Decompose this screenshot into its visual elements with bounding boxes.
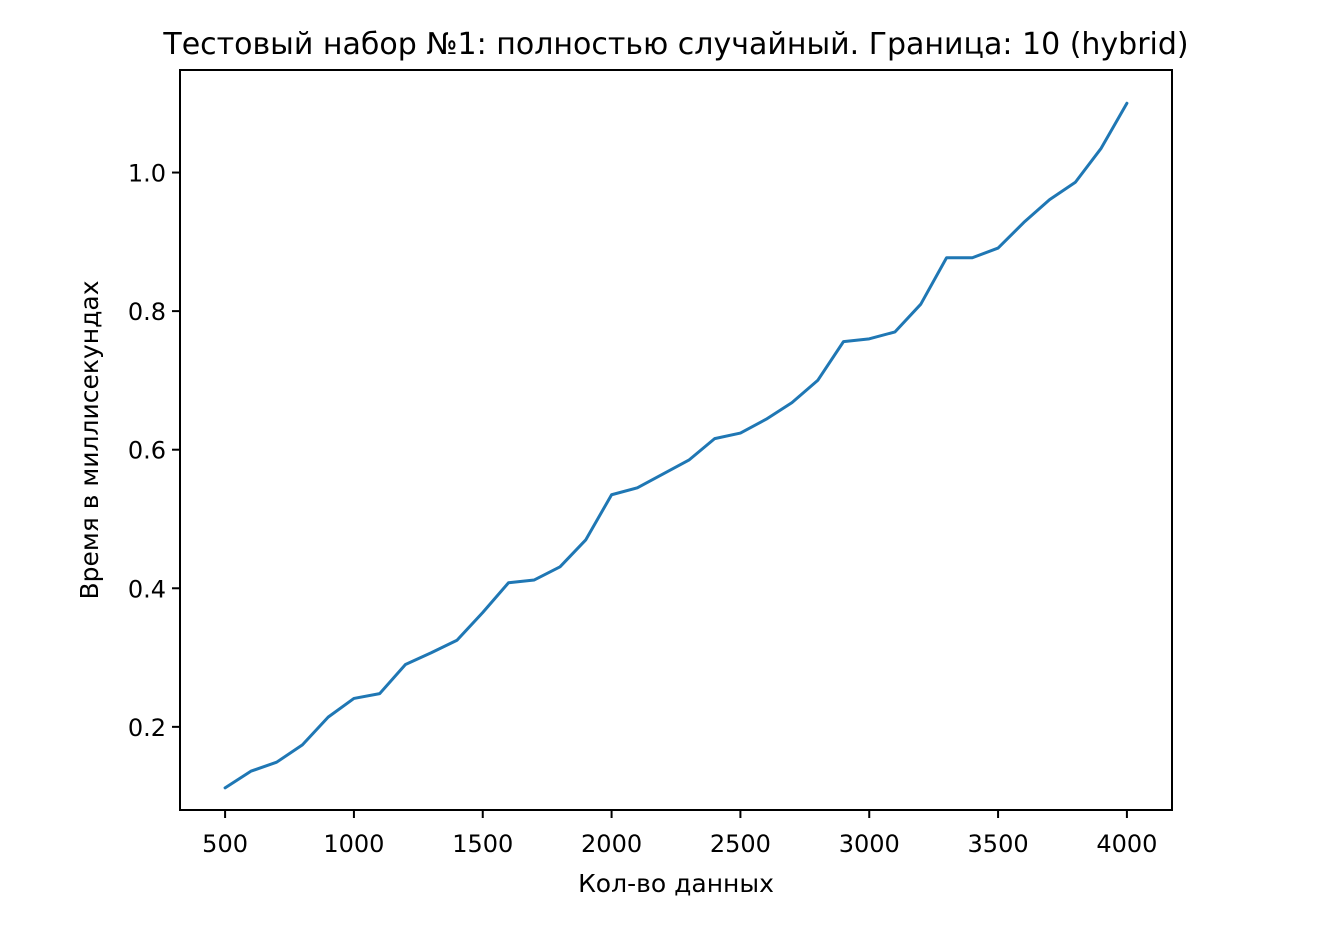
x-tick-label: 2000 bbox=[581, 830, 642, 858]
chart-title: Тестовый набор №1: полностью случайный. … bbox=[162, 27, 1188, 62]
y-tick-label: 0.2 bbox=[128, 714, 166, 742]
plot-frame bbox=[179, 69, 1173, 811]
x-tick-label: 500 bbox=[202, 830, 248, 858]
y-axis-label: Время в миллисекундах bbox=[75, 280, 104, 599]
x-tick-label: 2500 bbox=[710, 830, 771, 858]
x-axis: 500 1000 1500 2000 2500 3000 3500 4000 bbox=[202, 810, 1157, 858]
x-axis-label: Кол-во данных bbox=[578, 869, 774, 898]
x-tick-label: 3500 bbox=[968, 830, 1029, 858]
x-tick-label: 1500 bbox=[452, 830, 513, 858]
x-tick-label: 4000 bbox=[1096, 830, 1157, 858]
y-tick-label: 1.0 bbox=[128, 160, 166, 188]
y-tick-label: 0.6 bbox=[128, 437, 166, 465]
y-tick-label: 0.4 bbox=[128, 575, 166, 603]
series-line-1 bbox=[223, 101, 1129, 790]
y-tick-label: 0.8 bbox=[128, 298, 166, 326]
x-tick-label: 1000 bbox=[323, 830, 384, 858]
plot-area bbox=[223, 101, 1129, 790]
y-axis: 0.2 0.4 0.6 0.8 1.0 bbox=[128, 160, 180, 742]
x-tick-label: 3000 bbox=[839, 830, 900, 858]
